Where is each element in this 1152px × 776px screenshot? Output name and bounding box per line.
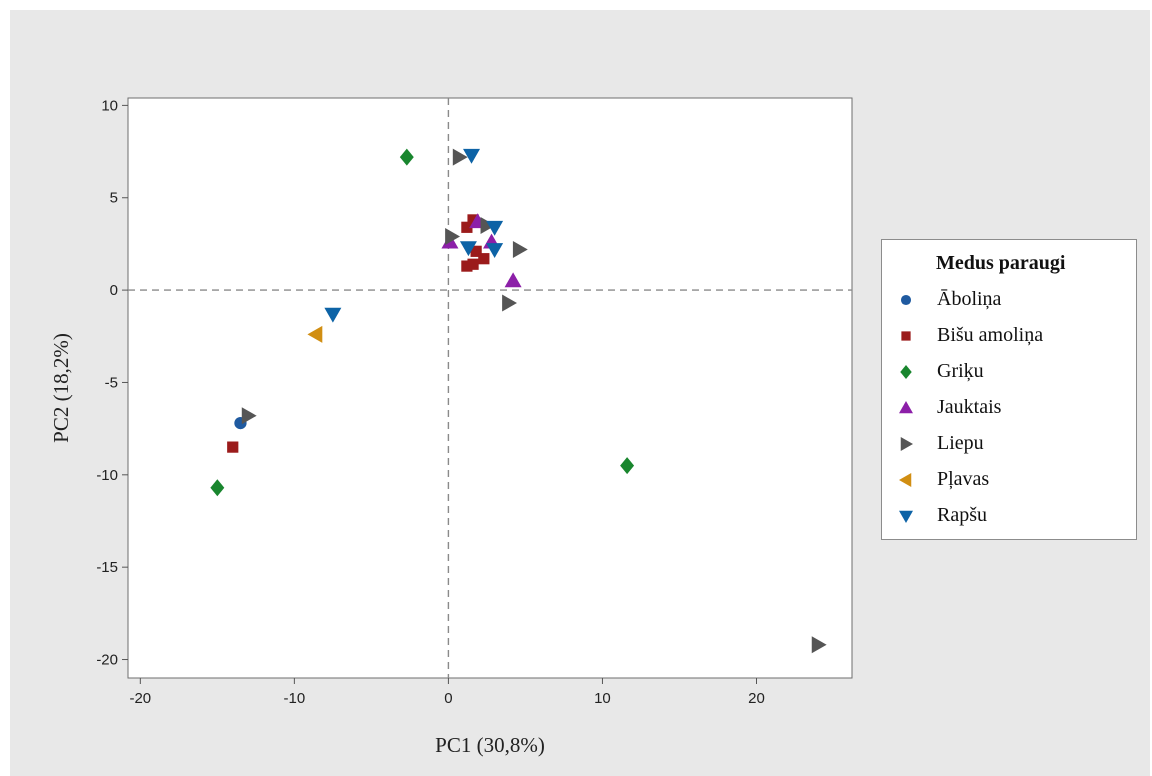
legend-label: Bišu amoliņa: [937, 324, 1044, 346]
y-tick-label: -5: [105, 374, 118, 391]
data-point-series-5: [307, 325, 323, 343]
legend: Medus paraugi Āboliņa Bišu amoliņa Griķu Ja…: [881, 239, 1137, 540]
x-tick-label: -20: [129, 690, 151, 707]
y-tick-label: -10: [96, 467, 118, 484]
data-point-series-1: [461, 260, 473, 272]
x-tick-label: 0: [444, 690, 452, 707]
data-point-series-3: [504, 272, 522, 288]
plot-area: [127, 97, 853, 679]
data-point-series-2: [210, 479, 225, 497]
scatter-plot: -20 -10 0 10 20 10 5 0 -5 -10 -15 -20 PC1 (30,8%) PC2…: [49, 97, 853, 757]
x-tick-label: -10: [284, 690, 306, 707]
data-point-series-4: [512, 240, 528, 258]
data-point-series-4: [241, 407, 257, 425]
x-tick-label: 10: [594, 690, 611, 707]
data-point-series-1: [467, 214, 479, 226]
legend-marker-icon: [900, 365, 912, 379]
data-point-series-6: [463, 148, 481, 164]
legend-label: Pļavas: [937, 468, 990, 490]
data-point-series-2: [620, 457, 635, 475]
x-axis-title: PC1 (30,8%): [435, 733, 545, 757]
data-point-series-4: [502, 294, 517, 312]
legend-item: Liepu: [896, 427, 1132, 461]
data-point-series-1: [227, 441, 239, 453]
data-point-series-6: [324, 307, 342, 323]
data-point-series-1: [461, 221, 473, 233]
legend-item: Bišu amoliņa: [896, 319, 1132, 353]
legend-title: Medus paraugi: [936, 252, 1066, 274]
data-point-series-6: [486, 220, 504, 236]
chart-figure: -20 -10 0 10 20 10 5 0 -5 -10 -15 -20 PC1 (30,8%) PC2…: [10, 10, 1150, 776]
y-tick-label: 0: [110, 282, 118, 299]
y-tick-label: 10: [101, 97, 118, 114]
y-tick-label: -20: [96, 652, 118, 669]
x-tick-label: 20: [748, 690, 765, 707]
data-point-series-1: [478, 253, 490, 265]
legend-label: Griķu: [937, 360, 984, 382]
legend-label: Āboliņa: [937, 288, 1002, 310]
data-point-series-4: [480, 216, 496, 234]
data-point-series-1: [470, 245, 482, 257]
data-point-series-4: [452, 148, 468, 166]
y-tick-label: -15: [96, 559, 118, 576]
legend-marker-icon: [900, 294, 912, 306]
legend-marker-icon: [899, 473, 912, 487]
legend-marker-icon: [900, 437, 913, 451]
data-point-series-4: [445, 228, 460, 246]
legend-item: Rapšu: [896, 499, 1132, 533]
legend-item: Pļavas: [896, 463, 1132, 497]
legend-item: Āboliņa: [896, 283, 1132, 317]
data-point-series-6: [486, 243, 504, 258]
legend-item: Griķu: [896, 355, 1132, 389]
data-point-series-4: [811, 636, 827, 654]
legend-marker-icon: [899, 510, 913, 523]
legend-label: Jauktais: [937, 396, 1002, 418]
y-tick-label: 5: [110, 190, 118, 207]
y-axis-title: PC2 (18,2%): [49, 333, 73, 443]
data-point-series-1: [467, 258, 479, 270]
data-point-series-6: [459, 241, 477, 257]
legend-label: Liepu: [937, 432, 984, 454]
legend-label: Rapšu: [937, 504, 987, 526]
legend-marker-icon: [901, 331, 911, 341]
data-point-series-2: [399, 148, 414, 166]
legend-item: Jauktais: [896, 391, 1132, 425]
legend-marker-icon: [899, 401, 913, 414]
